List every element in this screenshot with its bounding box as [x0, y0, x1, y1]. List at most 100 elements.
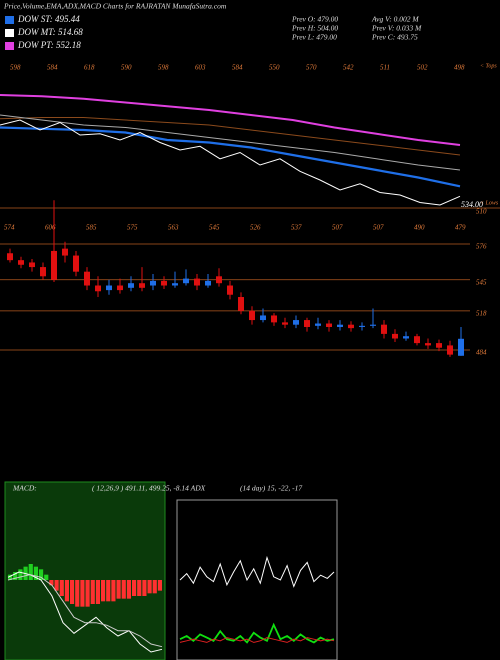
candle-body — [40, 267, 46, 277]
top-label: 498 — [454, 64, 465, 72]
macd-bar — [142, 580, 147, 596]
macd-bar — [111, 580, 116, 602]
top-label: 479 — [455, 224, 466, 232]
legend-entry: DOW PT: 552.18 — [17, 40, 81, 50]
macd-bar — [13, 572, 18, 580]
price-line — [0, 114, 461, 171]
top-label: 507 — [332, 224, 343, 232]
macd-bar — [95, 580, 100, 604]
candle-body — [128, 283, 134, 288]
candle-body — [249, 310, 255, 321]
candle-body — [139, 283, 145, 288]
macd-bar — [39, 569, 44, 580]
legend-swatch — [5, 29, 14, 37]
stat: Prev O: 479.00 — [291, 15, 338, 24]
macd-line — [7, 574, 163, 648]
price-line — [0, 126, 461, 188]
top-label: 490 — [414, 224, 425, 232]
price-line — [0, 119, 461, 206]
adx-params: (14 day) 15, -22, -17 — [240, 484, 302, 493]
candle-body — [84, 271, 90, 286]
adx-panel — [176, 499, 338, 660]
macd-bar — [116, 580, 121, 599]
candle-body — [337, 324, 343, 327]
top-label: 570 — [306, 64, 317, 72]
candle-body — [392, 333, 398, 339]
candle-body — [205, 280, 211, 286]
candle-body — [51, 250, 57, 280]
candle-body — [73, 255, 79, 272]
macd-bar — [8, 574, 13, 580]
candle-body — [106, 285, 112, 291]
macd-bar — [106, 580, 111, 602]
macd-bar — [64, 580, 69, 602]
top-label: 545 — [209, 224, 220, 232]
top-label: 550 — [269, 64, 280, 72]
candle-body — [293, 320, 299, 325]
candle-body — [381, 324, 387, 334]
adx-line — [179, 637, 335, 643]
stat: Prev V: 0.033 M — [371, 24, 422, 33]
candle-body — [348, 324, 354, 329]
candle-body — [425, 343, 431, 346]
legend-swatch — [5, 16, 14, 24]
candle-body — [29, 262, 35, 268]
macd-bar — [126, 580, 131, 599]
macd-bar — [18, 569, 23, 580]
top-label: 563 — [168, 224, 179, 232]
top-label: 502 — [417, 64, 428, 72]
candle-body — [161, 280, 167, 286]
top-label: 598 — [10, 64, 21, 72]
candle-body — [326, 323, 332, 327]
macd-bar — [54, 580, 59, 591]
lows-label: < Lows — [480, 200, 499, 206]
tops-label: < Tops — [480, 63, 497, 69]
top-label: 618 — [84, 64, 95, 72]
legend-entry: DOW MT: 514.68 — [17, 27, 83, 37]
candle-body — [18, 260, 24, 265]
top-label: 574 — [4, 224, 15, 232]
price-line — [0, 117, 461, 156]
candle-body — [216, 276, 222, 284]
macd-bar — [80, 580, 85, 607]
y-tick-label: 545 — [476, 278, 487, 286]
adx-line — [179, 555, 335, 588]
macd-bar — [90, 580, 95, 604]
macd-bar — [152, 580, 157, 594]
top-label: 606 — [45, 224, 56, 232]
top-label: 585 — [86, 224, 97, 232]
title: Price,Volume,EMA,ADX,MACD Charts for RAJ… — [3, 2, 227, 11]
top-label: 507 — [373, 224, 384, 232]
candle-body — [436, 343, 442, 348]
candle-body — [414, 336, 420, 344]
candle-body — [282, 322, 288, 325]
candle-body — [315, 323, 321, 326]
candle-body — [227, 285, 233, 295]
macd-params: ( 12,26,9 ) 491.11, 499.25, -8.14 ADX — [92, 484, 206, 493]
candle-body — [447, 345, 453, 355]
macd-bar — [28, 564, 33, 580]
stat: Prev L: 479.00 — [291, 33, 337, 42]
top-label: 598 — [158, 64, 169, 72]
candle-body — [183, 278, 189, 284]
candle-body — [62, 248, 68, 256]
candle-body — [304, 320, 310, 327]
candle-body — [117, 285, 123, 291]
top-label: 542 — [343, 64, 354, 72]
candle-body — [458, 338, 464, 356]
y-tick-label: 518 — [476, 309, 487, 317]
candle-body — [260, 315, 266, 321]
candle-body — [150, 280, 156, 286]
macd-bar — [101, 580, 106, 602]
candle-body — [370, 324, 376, 326]
top-label: 526 — [250, 224, 261, 232]
top-label: 575 — [127, 224, 138, 232]
macd-bar — [49, 580, 54, 586]
macd-bar — [85, 580, 90, 607]
top-label: 584 — [47, 64, 58, 72]
price-line — [0, 94, 461, 146]
macd-line — [7, 571, 163, 653]
top-label: 590 — [121, 64, 132, 72]
candle-body — [172, 283, 178, 286]
